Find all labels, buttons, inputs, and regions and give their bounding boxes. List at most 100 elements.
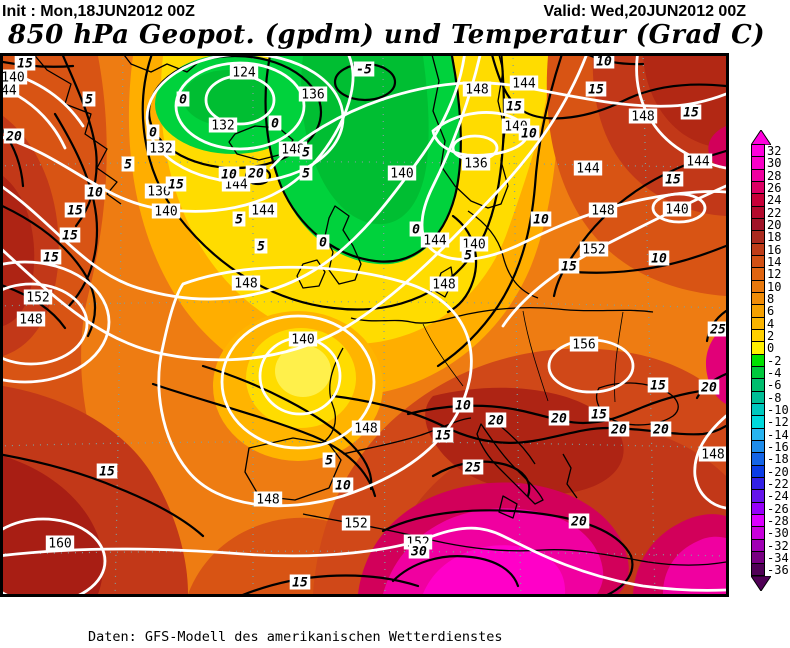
temperature-contour <box>3 128 25 188</box>
svg-text:5: 5 <box>302 146 310 161</box>
legend-color-cell <box>751 316 765 330</box>
geopotential-label: 144 <box>420 232 450 249</box>
legend-row: -32 <box>751 538 790 552</box>
temperature-contour <box>436 56 563 368</box>
legend-row: -16 <box>751 439 790 454</box>
svg-text:15: 15 <box>292 576 308 591</box>
legend-scale: 32 30 28 26 24 22 20 18 16 14 12 10 8 6 4 2 0 -2 -4 -6 -8 -10… <box>751 144 790 577</box>
geopotential-label: 144 <box>509 75 539 92</box>
svg-text:0: 0 <box>412 223 420 238</box>
legend-value-label: -26 <box>767 501 789 516</box>
graticule-grid <box>3 56 726 594</box>
svg-text:10: 10 <box>455 399 471 414</box>
legend-row: -28 <box>751 513 790 528</box>
legend-value-label: 16 <box>767 242 782 257</box>
temperature-label: 15 <box>96 463 118 480</box>
legend-row: 16 <box>751 242 790 257</box>
geopotential-contour <box>3 282 89 366</box>
legend-color-cell <box>751 279 765 293</box>
legend-row: -12 <box>751 415 790 429</box>
temperature-label: 20 <box>3 128 25 145</box>
temperature-label: 5 <box>299 165 313 182</box>
legend-row: -30 <box>751 526 790 540</box>
geopotential-label: 140 <box>387 165 417 182</box>
svg-text:144: 144 <box>686 155 710 170</box>
weather-map: 1401441241361321321481441361401441481441… <box>0 53 729 597</box>
weather-map-canvas: 1401441241361321321481441361401441481441… <box>3 56 726 594</box>
svg-text:30: 30 <box>410 545 427 560</box>
legend-color-cell <box>751 242 765 256</box>
legend-value-label: -10 <box>767 403 789 418</box>
svg-text:5: 5 <box>464 249 472 264</box>
legend-color-cell <box>751 476 765 491</box>
legend-color-cell <box>751 267 765 281</box>
svg-text:148: 148 <box>631 110 654 125</box>
geopotential-label: 156 <box>569 336 599 353</box>
geopotential-labels-layer: 1401441241361321321481441361401441481441… <box>3 64 726 552</box>
svg-text:132: 132 <box>149 142 172 157</box>
legend-color-cell <box>751 489 765 503</box>
svg-text:5: 5 <box>302 167 310 182</box>
temperature-label: 20 <box>485 412 507 429</box>
legend-color-cell <box>751 230 765 244</box>
svg-text:10: 10 <box>521 127 537 142</box>
coastline <box>244 437 342 501</box>
legend-row: -26 <box>751 501 790 516</box>
temperature-label: 25 <box>707 321 726 338</box>
temperature-label: -5 <box>353 61 375 78</box>
geopotential-label: 148 <box>429 276 459 293</box>
geopotential-label: 144 <box>3 82 20 99</box>
svg-text:132: 132 <box>211 119 234 134</box>
country-border <box>614 311 624 403</box>
legend-color-cell <box>751 402 765 417</box>
legend-value-label: 26 <box>767 181 782 196</box>
temperature-contour <box>264 56 462 263</box>
coastline <box>124 56 202 73</box>
legend-row: 24 <box>751 193 790 207</box>
svg-text:10: 10 <box>533 213 549 228</box>
svg-text:140: 140 <box>3 71 25 86</box>
legend-color-cell <box>751 328 765 343</box>
legend-value-label: 12 <box>767 267 782 282</box>
temperature-fill-layer <box>3 56 726 594</box>
svg-text:148: 148 <box>281 143 304 158</box>
svg-text:152: 152 <box>582 243 605 258</box>
temperature-label: 25 <box>462 459 484 476</box>
svg-text:148: 148 <box>591 204 614 219</box>
coastline <box>324 205 362 285</box>
legend-color-cell <box>751 563 765 577</box>
svg-text:144: 144 <box>576 162 600 177</box>
country-border <box>522 310 549 402</box>
temperature-label: 5 <box>299 144 313 161</box>
legend-value-label: 8 <box>767 292 775 307</box>
legend-value-label: -28 <box>767 514 789 528</box>
legend-color-cell <box>751 304 765 318</box>
svg-text:15: 15 <box>561 260 577 275</box>
legend-value-label: 32 <box>767 144 782 159</box>
svg-text:15: 15 <box>591 408 607 423</box>
temperature-label: 20 <box>608 421 630 438</box>
temperature-label: 5 <box>121 156 135 173</box>
coastline <box>562 453 578 499</box>
svg-text:20: 20 <box>5 130 22 145</box>
legend-color-cell <box>751 254 765 269</box>
svg-text:148: 148 <box>234 277 257 292</box>
legend-color-cell <box>751 452 765 466</box>
legend-color-cell <box>751 427 765 441</box>
legend-value-label: -22 <box>767 477 789 492</box>
svg-text:140: 140 <box>665 203 688 218</box>
legend-value-label: -34 <box>767 550 789 565</box>
temperature-label: 15 <box>588 406 610 423</box>
geopotential-label: 148 <box>698 446 726 463</box>
legend-value-label: 18 <box>767 230 782 245</box>
temperature-contour <box>446 214 478 314</box>
svg-text:148: 148 <box>354 422 377 437</box>
legend-color-cell <box>751 156 765 170</box>
temperature-contour <box>151 382 377 498</box>
geopotential-label: 148 <box>231 275 261 292</box>
legend-row: -4 <box>751 365 790 380</box>
legend-color-cell <box>751 168 765 182</box>
legend-value-label: -18 <box>767 452 789 467</box>
coastline <box>350 306 654 324</box>
